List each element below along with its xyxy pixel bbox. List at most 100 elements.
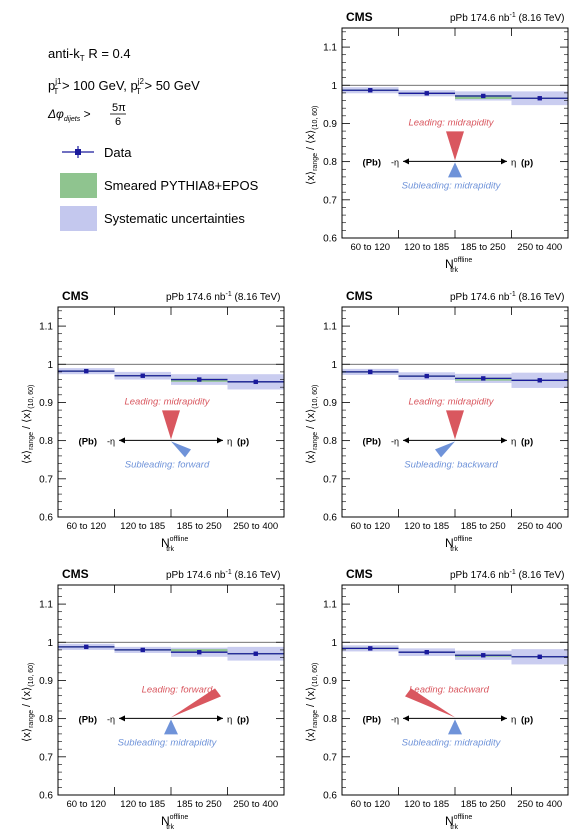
data-point bbox=[84, 644, 89, 650]
leading-jet-cone bbox=[446, 131, 464, 161]
pb-label: (Pb) bbox=[363, 714, 381, 725]
y-tick-label: 1 bbox=[331, 81, 337, 92]
data-point bbox=[424, 650, 429, 655]
y-tick-label: 1.1 bbox=[39, 322, 53, 333]
data-point bbox=[140, 373, 145, 378]
minus-eta-label: -η bbox=[391, 157, 399, 167]
leading-jet-cone bbox=[405, 688, 455, 718]
x-tick-label: 185 to 250 bbox=[461, 521, 506, 532]
pb-label: (Pb) bbox=[79, 436, 97, 447]
x-tick-label: 120 to 185 bbox=[120, 521, 165, 532]
leading-jet-cone bbox=[171, 688, 221, 718]
x-tick-label: 60 to 120 bbox=[350, 521, 390, 532]
y-tick-label: 1.1 bbox=[39, 600, 53, 611]
eta-label: η bbox=[511, 157, 516, 168]
p-label: (p) bbox=[237, 714, 249, 725]
legend-jet-alg: anti-kT R = 0.4 bbox=[48, 46, 131, 63]
cms-label: CMS bbox=[346, 10, 373, 24]
y-tick-label: 0.7 bbox=[39, 474, 53, 485]
y-tick-label: 1 bbox=[331, 360, 337, 371]
subleading-jet-cone bbox=[435, 441, 455, 458]
legend-sys-box bbox=[60, 206, 97, 231]
legend-data-marker bbox=[75, 149, 81, 155]
cms-label: CMS bbox=[62, 567, 89, 581]
chart-panel-4: CMS pPb 174.6 nb-1 (8.16 TeV) 0.6 0.7 0.8 0.9… bbox=[21, 567, 285, 831]
x-tick-label: 250 to 400 bbox=[233, 799, 278, 810]
x-tick-label: 120 to 185 bbox=[120, 799, 165, 810]
y-tick-label: 0.8 bbox=[39, 714, 53, 725]
y-axis-label: ⟨x⟩range / ⟨x⟩(10, 60) bbox=[21, 663, 35, 742]
eta-label: η bbox=[511, 436, 516, 447]
data-point bbox=[368, 369, 373, 375]
x-tick-label: 60 to 120 bbox=[66, 799, 106, 810]
subleading-label: Subleading: midrapidity bbox=[402, 737, 502, 748]
x-tick-label: 120 to 185 bbox=[404, 521, 449, 532]
y-axis-label: ⟨x⟩range / ⟨x⟩(10, 60) bbox=[305, 663, 319, 742]
legend-panel: anti-kT R = 0.4 pj1 T > 100 GeV, pj2 T > 5… bbox=[47, 46, 259, 231]
y-tick-label: 0.6 bbox=[323, 234, 337, 245]
panels-container: CMS pPb 174.6 nb-1 (8.16 TeV) 0.6 0.7 0.8 0.9… bbox=[21, 10, 569, 831]
y-tick-label: 0.7 bbox=[323, 752, 337, 763]
cms-label: CMS bbox=[346, 567, 373, 581]
cms-label: CMS bbox=[346, 289, 373, 303]
p-label: (p) bbox=[521, 436, 533, 447]
chart-panel-5: CMS pPb 174.6 nb-1 (8.16 TeV) 0.6 0.7 0.8 0.9… bbox=[305, 567, 569, 831]
y-tick-label: 0.6 bbox=[323, 791, 337, 802]
legend-dphi-num: 5π bbox=[112, 102, 126, 114]
subleading-label: Subleading: forward bbox=[125, 459, 210, 470]
cms-label: CMS bbox=[62, 289, 89, 303]
y-tick-label: 0.8 bbox=[323, 157, 337, 168]
x-tick-label: 185 to 250 bbox=[177, 799, 222, 810]
legend-dphi-den: 6 bbox=[115, 116, 121, 128]
chart-panel-2: CMS pPb 174.6 nb-1 (8.16 TeV) 0.6 0.7 0.8 0.9… bbox=[21, 289, 285, 553]
eta-arrow-left bbox=[403, 715, 409, 722]
x-axis-label: Noffline trk bbox=[161, 814, 188, 831]
subleading-label: Subleading: backward bbox=[404, 459, 498, 470]
y-tick-label: 1 bbox=[331, 638, 337, 649]
data-point bbox=[537, 654, 542, 659]
y-tick-label: 1.1 bbox=[323, 43, 337, 54]
data-point bbox=[481, 93, 486, 99]
lumi-label: pPb 174.6 nb-1 (8.16 TeV) bbox=[166, 569, 280, 581]
p-label: (p) bbox=[521, 157, 533, 168]
data-point bbox=[84, 368, 89, 374]
data-point bbox=[253, 379, 258, 385]
y-tick-label: 0.6 bbox=[39, 791, 53, 802]
leading-label: Leading: midrapidity bbox=[408, 396, 494, 407]
data-point bbox=[197, 377, 202, 382]
x-tick-label: 60 to 120 bbox=[350, 799, 390, 810]
legend-dphi: Δφdijets > bbox=[47, 107, 91, 123]
leading-label: Leading: midrapidity bbox=[408, 117, 494, 128]
subleading-label: Subleading: midrapidity bbox=[402, 180, 502, 191]
y-tick-label: 1.1 bbox=[323, 322, 337, 333]
x-tick-label: 120 to 185 bbox=[404, 799, 449, 810]
leading-jet-cone bbox=[162, 410, 180, 440]
eta-arrow-right bbox=[501, 715, 507, 722]
legend-item-pythia-label: Smeared PYTHIA8+EPOS bbox=[104, 178, 259, 193]
leading-label: Leading: forward bbox=[142, 684, 213, 695]
data-point bbox=[368, 646, 373, 651]
y-tick-label: 0.9 bbox=[323, 119, 337, 130]
chart-panel-1: CMS pPb 174.6 nb-1 (8.16 TeV) 0.6 0.7 0.8 0.9… bbox=[305, 10, 569, 274]
eta-arrow-right bbox=[217, 715, 223, 722]
data-point bbox=[253, 651, 258, 656]
x-tick-label: 250 to 400 bbox=[517, 521, 562, 532]
eta-arrow-left bbox=[403, 158, 409, 165]
leading-label: Leading: midrapidity bbox=[124, 396, 210, 407]
pb-label: (Pb) bbox=[363, 436, 381, 447]
x-tick-label: 185 to 250 bbox=[461, 242, 506, 253]
x-axis-label: Noffline trk bbox=[445, 814, 472, 831]
minus-eta-label: -η bbox=[107, 714, 115, 724]
y-tick-label: 1 bbox=[47, 638, 53, 649]
subleading-jet-cone bbox=[171, 441, 191, 458]
data-point bbox=[537, 378, 542, 383]
chart-panel-3: CMS pPb 174.6 nb-1 (8.16 TeV) 0.6 0.7 0.8 0.9… bbox=[305, 289, 569, 553]
x-axis-label: Noffline trk bbox=[445, 257, 472, 274]
y-tick-label: 0.8 bbox=[323, 436, 337, 447]
leading-label: Leading: backward bbox=[409, 684, 489, 695]
y-tick-label: 0.9 bbox=[323, 676, 337, 687]
pb-label: (Pb) bbox=[363, 157, 381, 168]
y-tick-label: 0.9 bbox=[323, 398, 337, 409]
y-axis-label: ⟨x⟩range / ⟨x⟩(10, 60) bbox=[305, 106, 319, 185]
